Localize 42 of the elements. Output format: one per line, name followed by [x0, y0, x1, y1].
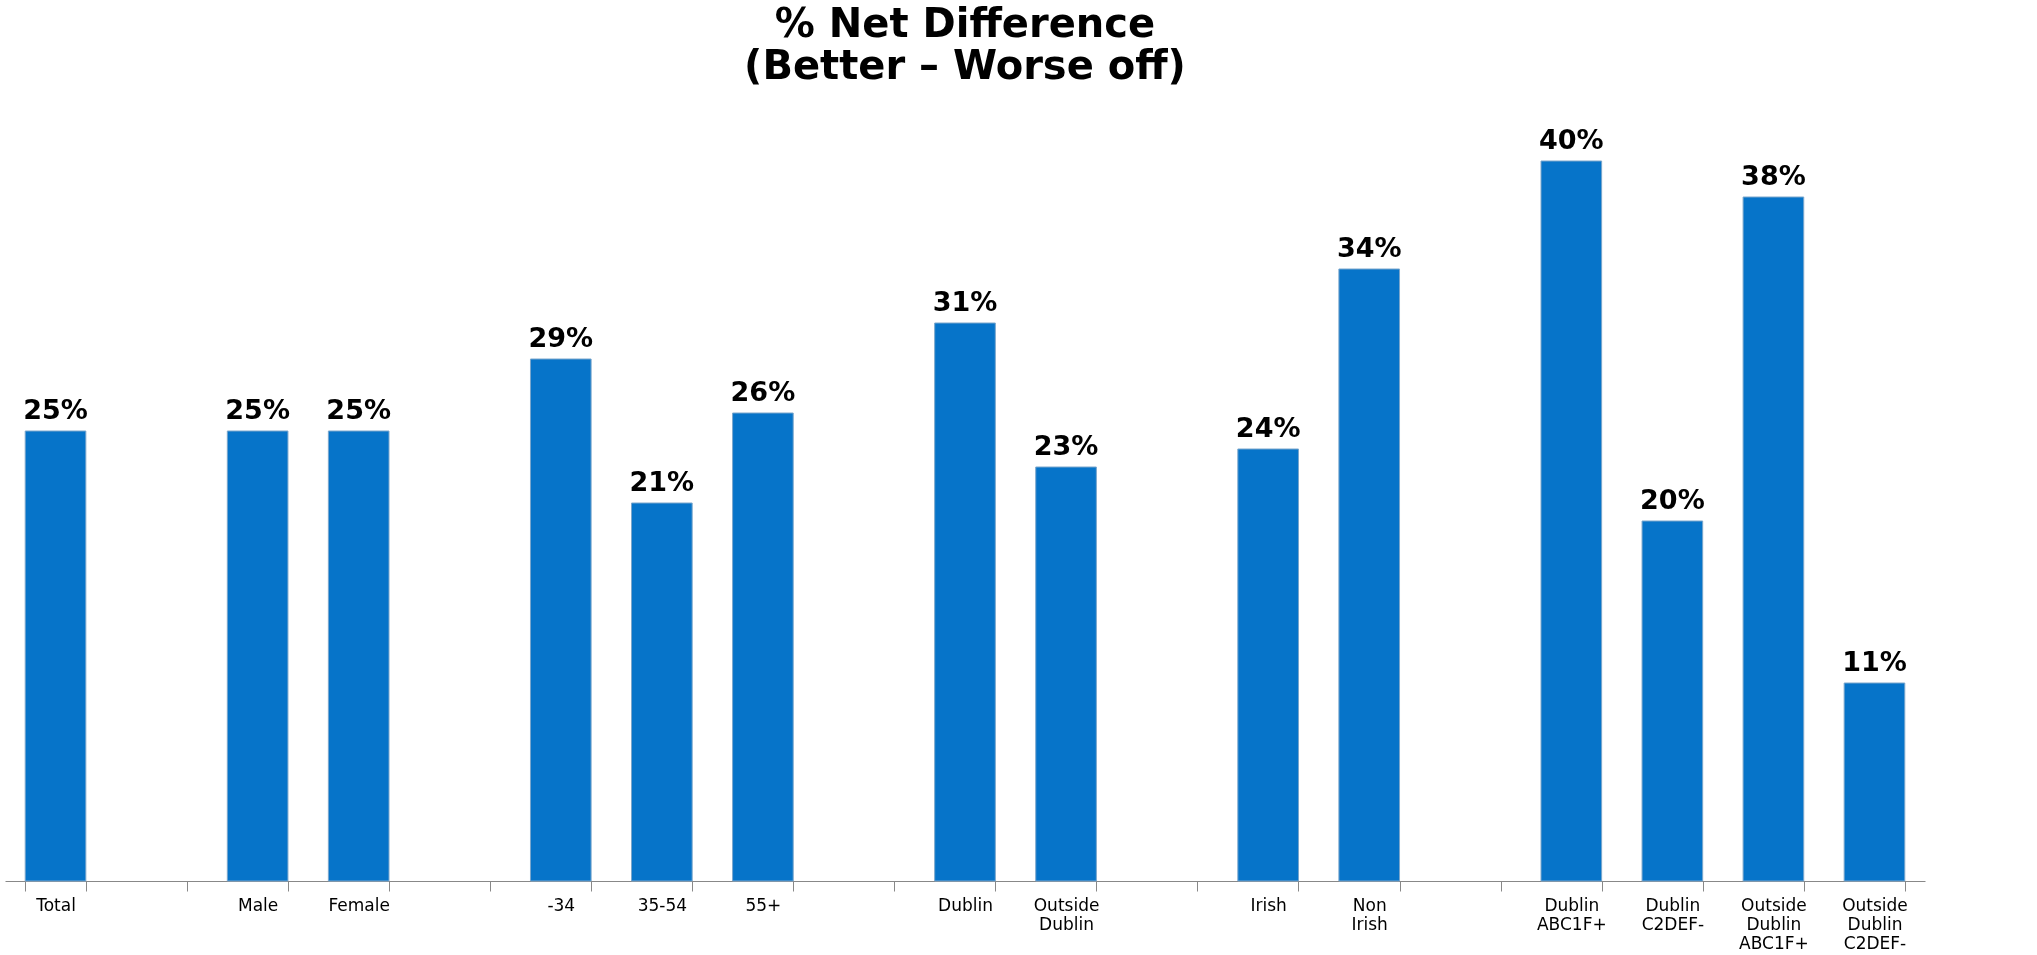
x-tick-label: 55+ — [745, 894, 782, 915]
x-tick-label: Outside Dublin — [1033, 894, 1100, 934]
bar — [1035, 466, 1097, 882]
bar — [631, 502, 693, 882]
bar — [1237, 448, 1299, 882]
bar — [1641, 520, 1704, 882]
data-label: 25% — [326, 394, 391, 425]
bar — [732, 412, 794, 882]
x-tick-label: Dublin C2DEF- — [1641, 894, 1705, 934]
bar — [226, 430, 289, 882]
x-tick-label: -34 — [547, 894, 576, 915]
x-tick-label: Irish — [1250, 894, 1287, 915]
bar — [1540, 160, 1603, 882]
bar — [24, 430, 87, 882]
data-label: 23% — [1033, 430, 1099, 461]
bar — [327, 430, 390, 882]
data-label: 38% — [1741, 160, 1806, 191]
bar — [1338, 268, 1401, 882]
x-tick-label: Total — [35, 894, 76, 915]
bar — [529, 358, 592, 882]
data-label: 21% — [629, 466, 695, 497]
data-label: 24% — [1235, 412, 1301, 443]
x-tick-label: Outside Dublin ABC1F+ — [1739, 894, 1809, 953]
data-label: 25% — [225, 394, 290, 425]
bar — [1843, 682, 1906, 882]
data-label: 11% — [1842, 646, 1907, 677]
data-label: 26% — [730, 376, 796, 407]
x-tick-label: Non Irish — [1351, 894, 1388, 934]
x-tick-label: 35-54 — [637, 894, 688, 915]
data-label: 34% — [1336, 232, 1402, 263]
x-tick-label: Dublin — [938, 894, 993, 915]
data-label: 20% — [1640, 484, 1705, 515]
data-label: 31% — [932, 286, 998, 317]
data-label: 40% — [1539, 124, 1604, 155]
bar — [1742, 196, 1805, 882]
bar — [934, 322, 996, 882]
x-tick-label: Dublin ABC1F+ — [1536, 894, 1607, 934]
x-tick-label: Outside Dublin C2DEF- — [1842, 894, 1908, 953]
data-label: 29% — [528, 322, 594, 353]
data-label: 25% — [23, 394, 88, 425]
x-tick-label: Female — [328, 894, 390, 915]
x-tick-label: Male — [237, 894, 279, 915]
